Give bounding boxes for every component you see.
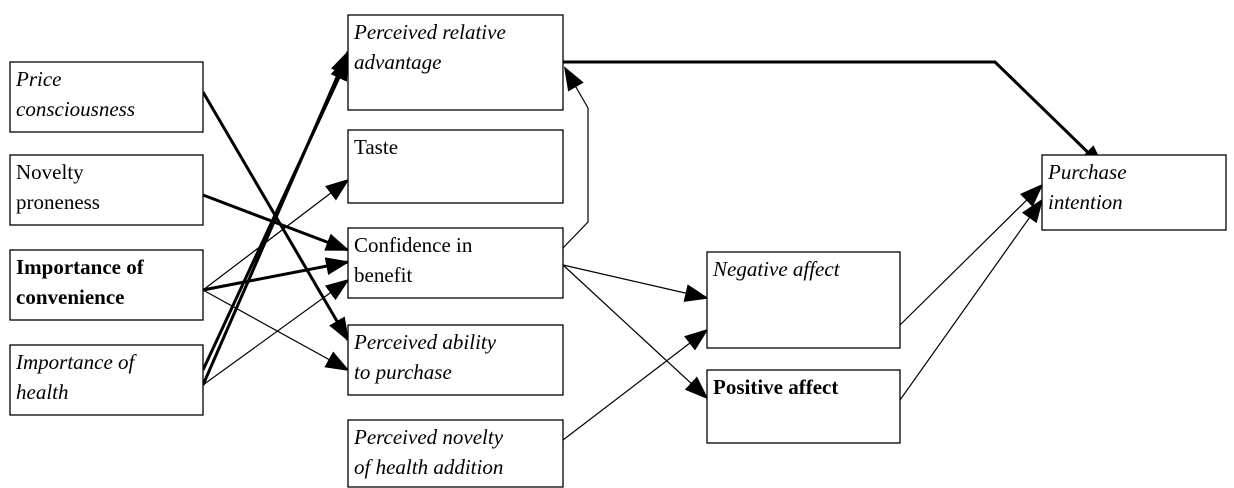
arrow <box>562 328 709 441</box>
node-label: intention <box>1048 190 1123 214</box>
node-box <box>347 14 564 111</box>
node-label: Importance of <box>15 350 138 374</box>
node-label: health <box>16 380 69 404</box>
node-label: Confidence in <box>354 233 473 257</box>
arrow <box>899 183 1044 326</box>
node-box <box>347 324 564 396</box>
node-label: Perceived ability <box>353 330 497 354</box>
node-box <box>9 249 204 321</box>
node-label: advantage <box>354 50 441 74</box>
node-label: of health addition <box>354 455 503 479</box>
node-box <box>347 419 564 488</box>
node-label: Importance of <box>16 255 145 279</box>
arrow <box>899 198 1044 401</box>
node-box <box>706 251 901 349</box>
node-label: Perceived relative <box>353 20 506 44</box>
node-label: Price <box>15 67 61 91</box>
node-label: Positive affect <box>713 375 838 399</box>
arrow <box>562 264 709 400</box>
node-label: convenience <box>16 285 124 309</box>
node-label: proneness <box>16 190 100 214</box>
arrow <box>202 257 350 292</box>
arrow <box>201 56 350 371</box>
node-box <box>347 129 564 204</box>
node-box <box>706 369 901 444</box>
arrows <box>201 50 1105 441</box>
node-label: to purchase <box>354 360 452 384</box>
node-box <box>1041 154 1227 231</box>
node-box <box>347 227 564 299</box>
node-label: benefit <box>354 263 412 287</box>
arrow <box>202 278 350 386</box>
node-label: consciousness <box>16 97 135 121</box>
node-label: Perceived novelty <box>353 425 504 449</box>
arrow <box>202 178 350 291</box>
arrow <box>562 66 589 249</box>
node-box <box>9 344 204 416</box>
node-label: Taste <box>354 135 398 159</box>
nodes: Price consciousness Novelty proneness Import… <box>9 14 1227 488</box>
node-label: Purchase <box>1047 160 1127 184</box>
node-label: Novelty <box>16 160 84 184</box>
arrow <box>202 289 350 371</box>
arrow <box>202 193 350 252</box>
arrow <box>563 60 1105 169</box>
arrow <box>562 264 709 302</box>
node-box <box>9 154 204 226</box>
node-box <box>9 61 204 133</box>
node-label: Negative affect <box>712 257 841 281</box>
